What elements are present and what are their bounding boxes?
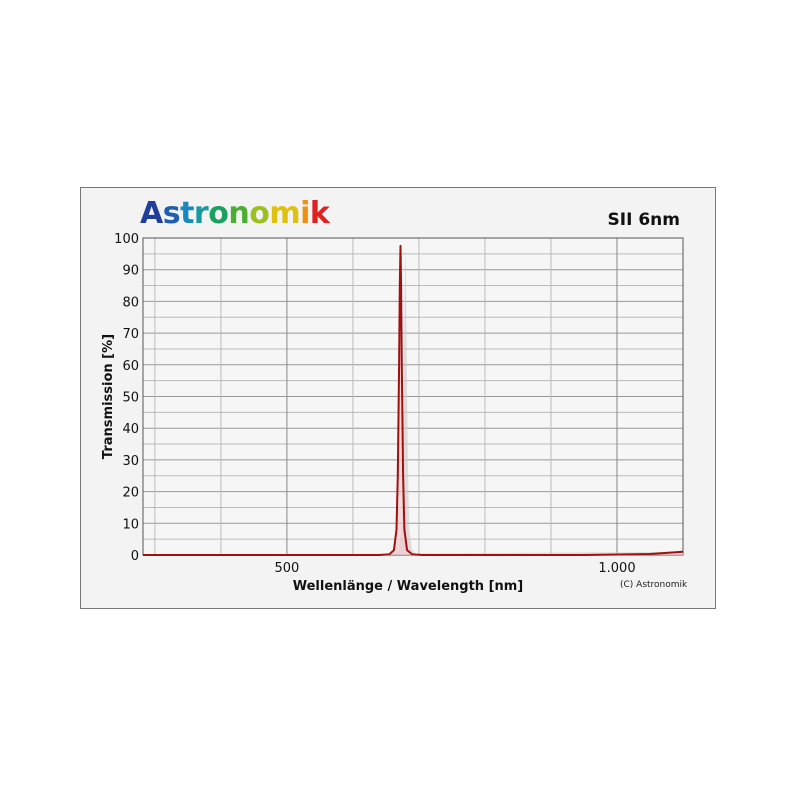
y-tick-label: 20	[122, 486, 139, 501]
y-tick-label: 90	[122, 264, 139, 279]
y-tick-label: 70	[122, 327, 139, 342]
y-tick-label: 30	[122, 454, 139, 469]
transmission-curve	[143, 244, 684, 556]
y-tick-label: 100	[114, 232, 139, 247]
y-axis-label: Transmission [%]	[101, 334, 116, 459]
y-tick-label: 40	[122, 422, 139, 437]
x-axis-label: Wellenlänge / Wavelength [nm]	[293, 579, 524, 594]
y-tick-label: 10	[122, 517, 139, 532]
y-tick-label: 50	[122, 391, 139, 406]
x-tick-label: 1.000	[598, 561, 635, 576]
copyright: (C) Astronomik	[620, 580, 688, 590]
y-tick-label: 80	[122, 295, 139, 310]
y-tick-label: 60	[122, 359, 139, 374]
astronomik-logo: Astronomik	[140, 196, 330, 231]
y-tick-label: 0	[131, 549, 139, 564]
x-tick-label: 500	[274, 561, 299, 576]
chart-title: SII 6nm	[607, 210, 680, 230]
